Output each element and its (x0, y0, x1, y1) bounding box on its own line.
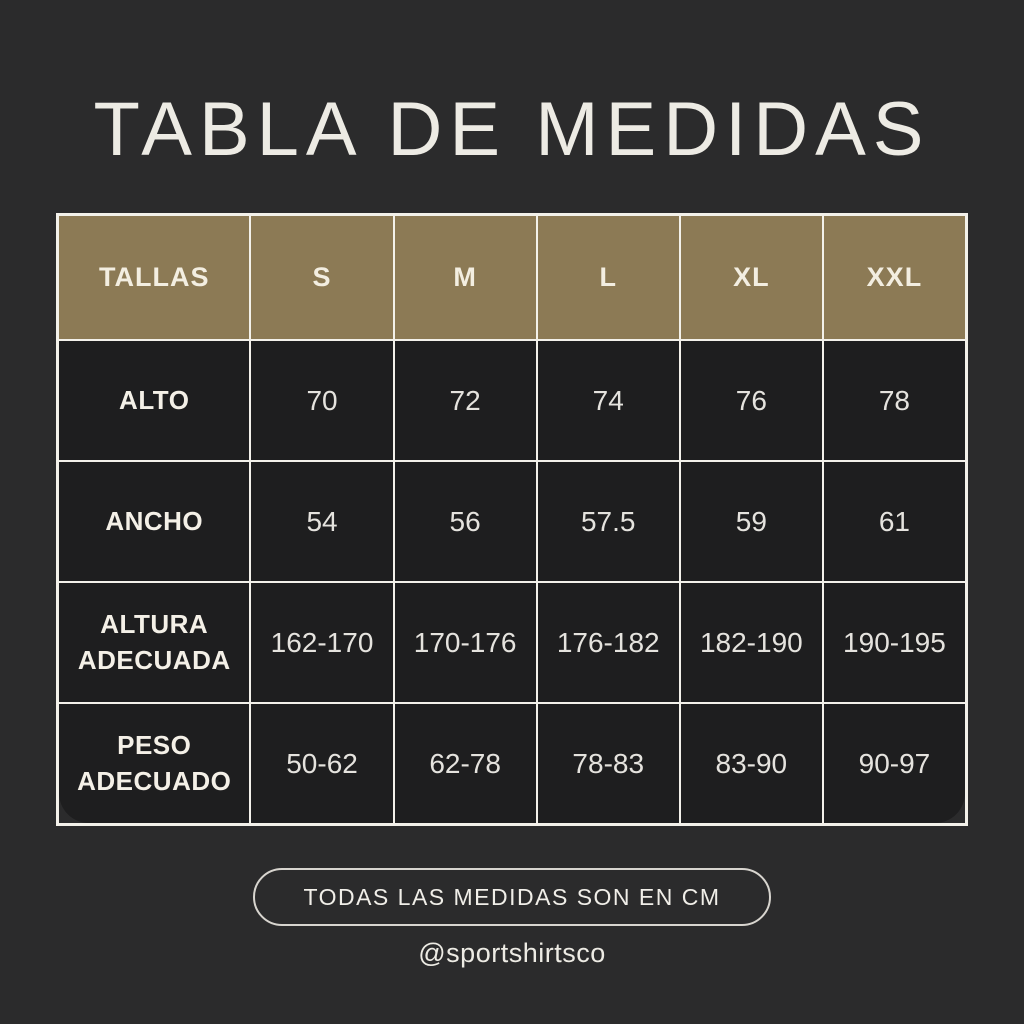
header-cell-l: L (536, 215, 680, 340)
value-cell: 190-195 (822, 582, 966, 703)
header-cell-xl: XL (679, 215, 823, 340)
value-cell: 76 (679, 340, 823, 461)
value-cell: 56 (393, 461, 537, 582)
value-cell: 62-78 (393, 703, 537, 824)
value-cell: 182-190 (679, 582, 823, 703)
value-cell: 57.5 (536, 461, 680, 582)
header-cell-s: S (250, 215, 394, 340)
row-label-ancho: ANCHO (58, 461, 251, 582)
header-cell-xxl: XXL (822, 215, 966, 340)
row-label-alto: ALTO (58, 340, 251, 461)
value-cell: 59 (679, 461, 823, 582)
header-cell-m: M (393, 215, 537, 340)
value-cell: 70 (250, 340, 394, 461)
value-cell: 50-62 (250, 703, 394, 824)
value-cell: 162-170 (250, 582, 394, 703)
value-cell: 54 (250, 461, 394, 582)
header-cell-tallas: TALLAS (58, 215, 251, 340)
value-cell: 78 (822, 340, 966, 461)
size-table: TALLAS S M L XL XXL ALTO 70 72 74 76 78 … (56, 213, 968, 826)
value-cell: 74 (536, 340, 680, 461)
value-cell: 170-176 (393, 582, 537, 703)
value-cell: 176-182 (536, 582, 680, 703)
value-cell: 61 (822, 461, 966, 582)
value-cell: 72 (393, 340, 537, 461)
value-cell: 83-90 (679, 703, 823, 824)
page-title: TABLA DE MEDIDAS (93, 87, 931, 172)
row-label-altura-adecuada: ALTURA ADECUADA (58, 582, 251, 703)
row-label-peso-adecuado: PESO ADECUADO (58, 703, 251, 824)
units-badge: TODAS LAS MEDIDAS SON EN CM (253, 868, 771, 926)
value-cell: 78-83 (536, 703, 680, 824)
social-handle: @sportshirtsco (418, 938, 606, 968)
units-badge-label: TODAS LAS MEDIDAS SON EN CM (303, 883, 721, 910)
size-table-grid: TALLAS S M L XL XXL ALTO 70 72 74 76 78 … (58, 215, 966, 824)
value-cell: 90-97 (822, 703, 966, 824)
